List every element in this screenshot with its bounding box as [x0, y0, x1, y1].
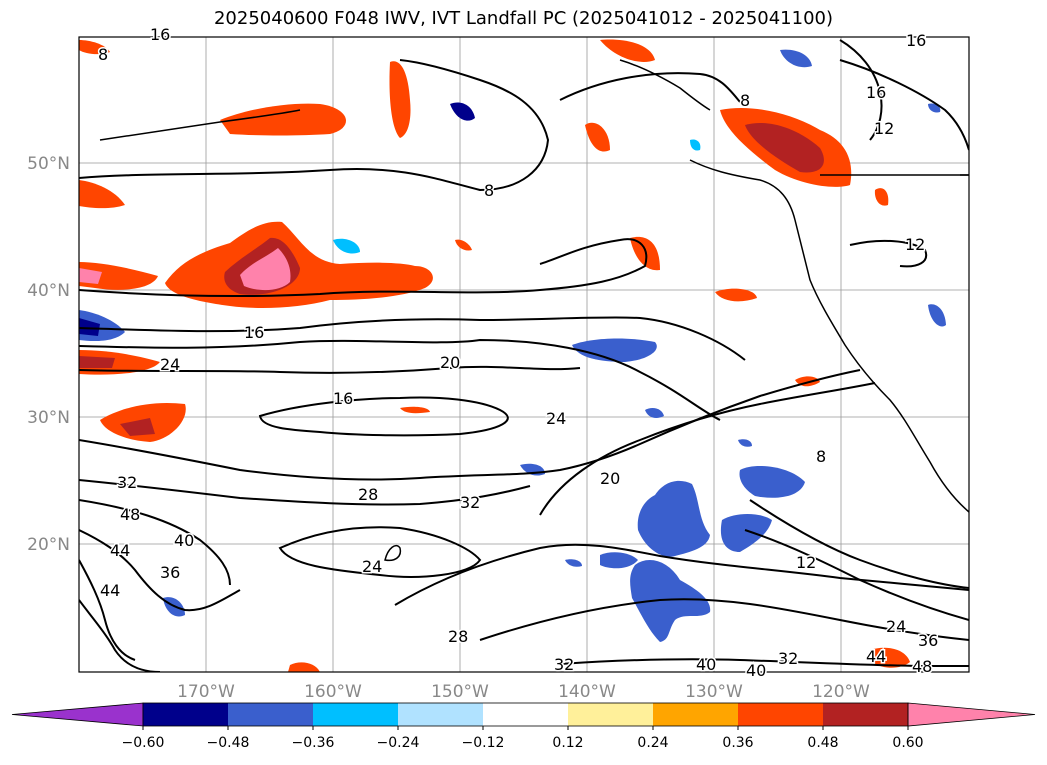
coastlines [99, 59, 969, 562]
colorbar-tick-label: −0.48 [207, 735, 250, 751]
contour-label: 16 [866, 83, 886, 102]
colorbar-tick-label: −0.24 [377, 735, 420, 751]
lat-label: 30°N [27, 408, 70, 428]
contour-label: 24 [160, 355, 180, 374]
contour-label: 16 [244, 323, 264, 342]
longitude-labels: 170°W 160°W 150°W 140°W 130°W 120°W [177, 682, 870, 702]
contour-label: 24 [546, 409, 566, 428]
colorbar-outline [142, 702, 909, 727]
contour-label: 8 [816, 447, 826, 466]
contour-label: 12 [905, 235, 925, 254]
colorbar-bin [143, 703, 228, 726]
contour-label: 48 [912, 657, 932, 676]
colorbar-tick-label: −0.36 [292, 735, 335, 751]
colorbar: −0.60 −0.48 −0.36 −0.24 −0.12 0.12 0.24 0.36 0.4… [11, 702, 1036, 751]
latitude-labels: 50°N 40°N 30°N 20°N [27, 154, 70, 555]
contour-label: 44 [100, 581, 120, 600]
colorbar-bin [483, 703, 568, 726]
colorbar-bin [313, 703, 398, 726]
colorbar-bin [568, 703, 653, 726]
positive-anomaly-regions [79, 39, 910, 672]
colorbar-bin [653, 703, 738, 726]
contour-label: 40 [746, 661, 766, 680]
contour-label: 32 [117, 473, 137, 492]
colorbar-tick-label: 0.12 [552, 735, 583, 751]
lon-label: 170°W [177, 682, 235, 702]
contour-label: 28 [448, 627, 468, 646]
lat-label: 50°N [27, 154, 70, 174]
colorbar-tick-label: 0.36 [722, 735, 753, 751]
lon-label: 130°W [685, 682, 743, 702]
colorbar-tick-label: −0.12 [462, 735, 505, 751]
iwv-contours [79, 39, 969, 672]
contour-label: 44 [866, 647, 886, 666]
contour-label: 36 [160, 563, 180, 582]
lon-label: 120°W [812, 682, 870, 702]
contour-label: 8 [484, 181, 494, 200]
negative-anomaly-regions [79, 49, 946, 642]
lon-label: 140°W [558, 682, 616, 702]
lon-label: 160°W [304, 682, 362, 702]
contour-label: 24 [886, 617, 906, 636]
colorbar-tick-label: 0.24 [637, 735, 668, 751]
contour-label: 12 [874, 119, 894, 138]
contour-label: 28 [358, 485, 378, 504]
map-title: 2025040600 F048 IWV, IVT Landfall PC (20… [213, 8, 834, 29]
colorbar-extend-low [11, 702, 144, 727]
contour-label: 36 [918, 631, 938, 650]
contour-label: 40 [696, 655, 716, 674]
colorbar-bin [228, 703, 313, 726]
colorbar-tick-label: −0.60 [122, 735, 165, 751]
contour-label: 44 [110, 541, 130, 560]
contour-label: 16 [150, 25, 170, 44]
colorbar-bin [738, 703, 823, 726]
contour-label: 32 [778, 649, 798, 668]
colorbar-tick-label: 0.48 [807, 735, 838, 751]
contour-label: 16 [906, 31, 926, 50]
contour-label: 40 [174, 531, 194, 550]
contour-label: 16 [333, 389, 353, 408]
contour-label: 48 [120, 505, 140, 524]
contour-label: 20 [600, 469, 620, 488]
map-border [78, 36, 970, 673]
colorbar-tick-label: 0.60 [892, 735, 923, 751]
contour-label: 8 [98, 45, 108, 64]
contour-label: 12 [796, 553, 816, 572]
colorbar-bin [398, 703, 483, 726]
colorbar-bin [823, 703, 908, 726]
contour-label: 24 [362, 557, 382, 576]
contour-label: 32 [554, 655, 574, 674]
contour-label: 8 [740, 91, 750, 110]
lon-label: 150°W [431, 682, 489, 702]
contour-labels: 8 8 8 16 16 12 12 16 24 20 16 24 20 8 28… [97, 24, 940, 682]
contour-label: 32 [460, 493, 480, 512]
colorbar-extend-high [907, 702, 1036, 727]
lat-label: 40°N [27, 281, 70, 301]
lat-label: 20°N [27, 535, 70, 555]
contour-label: 20 [440, 353, 460, 372]
